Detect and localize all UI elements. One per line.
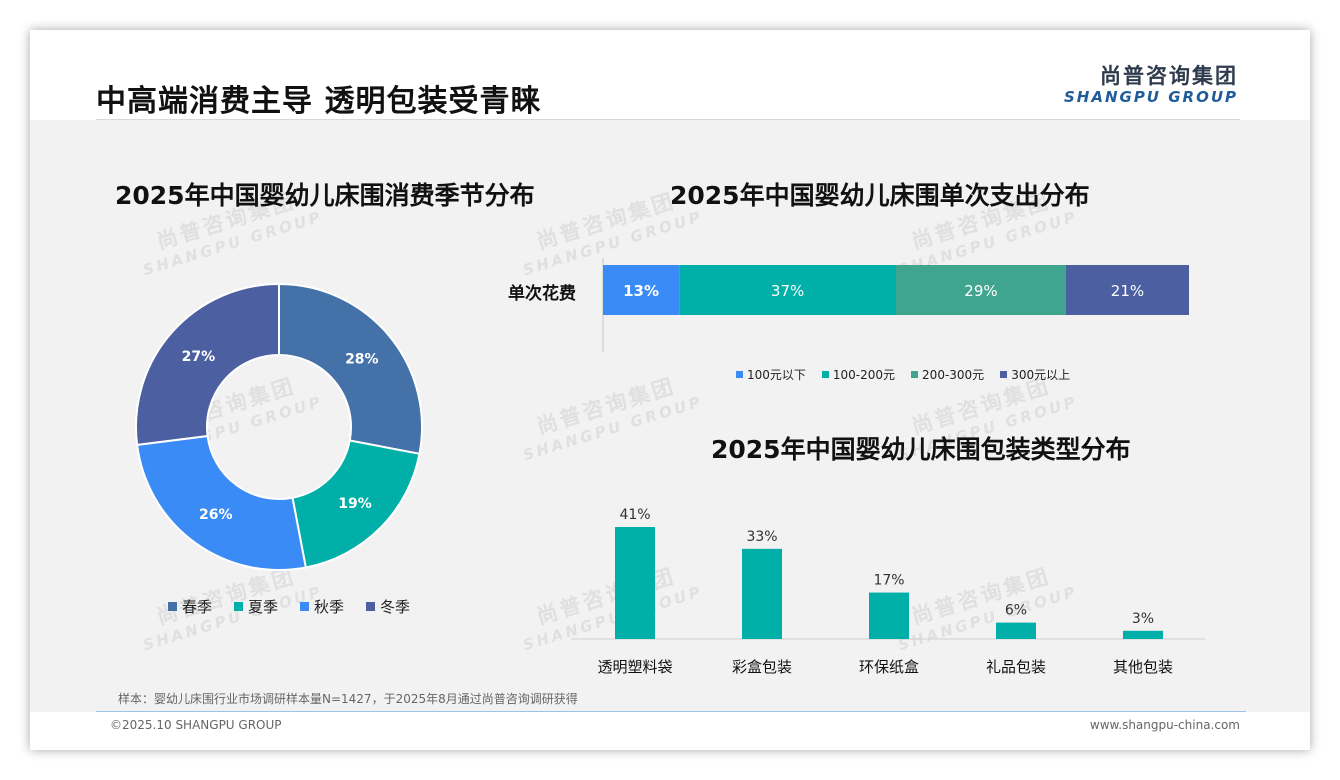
donut-slice-3 bbox=[136, 434, 307, 571]
column-value-label: 33% bbox=[746, 529, 777, 545]
donut-slice-1 bbox=[278, 282, 423, 455]
header-divider bbox=[96, 119, 1240, 120]
column-category-label: 其他包装 bbox=[1113, 658, 1173, 676]
stack-segment-4 bbox=[1065, 265, 1189, 315]
stack-segment-1 bbox=[603, 265, 680, 315]
legend-item: 200-300元 bbox=[911, 366, 984, 383]
legend-label: 200-300元 bbox=[922, 368, 985, 382]
column-value-label: 17% bbox=[873, 573, 904, 589]
stack-segment-label: 21% bbox=[1111, 282, 1144, 300]
legend-swatch bbox=[300, 602, 310, 611]
header-band bbox=[30, 30, 1310, 120]
legend-label: 300元以上 bbox=[1011, 368, 1071, 382]
package-bar-chart: 41% 透明塑料袋 33% 彩盒包装 17% 环保纸盒 6% 礼品包装 3% 其他包装 bbox=[571, 507, 1205, 676]
column-value-label: 41% bbox=[619, 507, 650, 523]
legend-item: 春季 bbox=[168, 596, 212, 617]
column-bar-3 bbox=[869, 592, 909, 639]
column-value-label: 3% bbox=[1132, 611, 1154, 627]
legend-label: 春季 bbox=[182, 598, 213, 616]
donut-slice-4 bbox=[135, 282, 280, 447]
spend-stacked-bar-chart: 13% 37% 29% 21% bbox=[602, 258, 1189, 352]
column-category-label: 彩盒包装 bbox=[732, 658, 792, 676]
slide: 中高端消费主导 透明包装受青睐 尚普咨询集团 SHANGPU GROUP 尚普咨… bbox=[30, 30, 1310, 750]
legend-label: 冬季 bbox=[380, 598, 411, 616]
page-title: 中高端消费主导 透明包装受青睐 bbox=[96, 84, 542, 119]
legend-item: 100-200元 bbox=[821, 366, 896, 383]
donut-slice-2 bbox=[291, 439, 421, 569]
copyright: ©2025.10 SHANGPU GROUP bbox=[110, 718, 282, 732]
legend-item: 300元以上 bbox=[1000, 366, 1070, 383]
legend-item: 秋季 bbox=[300, 596, 344, 617]
column-category-label: 礼品包装 bbox=[986, 658, 1046, 676]
donut-slice-label: 19% bbox=[338, 496, 372, 512]
donut-slice-label: 28% bbox=[345, 351, 379, 367]
legend-item: 夏季 bbox=[234, 596, 278, 617]
stack-segment-label: 29% bbox=[964, 282, 997, 300]
season-legend: 春季 夏季 秋季 冬季 bbox=[168, 596, 432, 617]
legend-item: 冬季 bbox=[366, 596, 410, 617]
logo-text-cn: 尚普咨询集团 bbox=[1100, 64, 1238, 88]
column-category-label: 环保纸盒 bbox=[859, 658, 919, 676]
legend-swatch bbox=[821, 371, 829, 378]
column-value-label: 6% bbox=[1005, 603, 1027, 619]
legend-swatch bbox=[168, 602, 177, 611]
donut-slice-label: 26% bbox=[199, 507, 233, 523]
legend-swatch bbox=[736, 371, 743, 378]
package-chart-title: 2025年中国婴幼儿床围包装类型分布 bbox=[711, 435, 1131, 464]
legend-label: 100元以下 bbox=[747, 368, 806, 382]
legend-label: 100-200元 bbox=[832, 368, 896, 382]
legend-swatch bbox=[911, 371, 919, 378]
legend-swatch bbox=[234, 602, 244, 611]
column-bar-4 bbox=[996, 622, 1036, 639]
stack-segment-label: 13% bbox=[623, 282, 659, 300]
stack-segment-label: 37% bbox=[771, 282, 804, 300]
season-donut-chart: 28% 19% 26% 27% bbox=[135, 282, 423, 571]
legend-label: 秋季 bbox=[314, 598, 345, 616]
logo-text-en: SHANGPU GROUP bbox=[1063, 88, 1238, 106]
legend-item: 100元以下 bbox=[736, 366, 806, 383]
legend-label: 夏季 bbox=[248, 598, 279, 616]
legend-swatch bbox=[366, 602, 376, 611]
website: www.shangpu-china.com bbox=[1089, 718, 1240, 732]
column-bar-2 bbox=[742, 548, 782, 639]
donut-slice-label: 27% bbox=[182, 349, 216, 365]
stack-segment-2 bbox=[679, 265, 896, 315]
logo: 尚普咨询集团 SHANGPU GROUP bbox=[1064, 64, 1238, 106]
column-bar-5 bbox=[1123, 630, 1163, 639]
sample-note: 样本：婴幼儿床围行业市场调研样本量N=1427，于2025年8月通过尚普咨询调研… bbox=[118, 692, 578, 706]
footer-divider bbox=[96, 711, 1246, 712]
legend-swatch bbox=[1000, 371, 1008, 378]
season-chart-title: 2025年中国婴幼儿床围消费季节分布 bbox=[115, 181, 535, 210]
stack-segment-3 bbox=[896, 265, 1066, 315]
column-bar-1 bbox=[615, 527, 655, 639]
spend-legend: 100元以下 100-200元 200-300元 300元以上 bbox=[736, 366, 1086, 383]
stack-category-label: 单次花费 bbox=[508, 284, 576, 304]
spend-chart-title: 2025年中国婴幼儿床围单次支出分布 bbox=[670, 181, 1090, 210]
column-category-label: 透明塑料袋 bbox=[597, 658, 672, 676]
footer-band bbox=[30, 712, 1310, 750]
